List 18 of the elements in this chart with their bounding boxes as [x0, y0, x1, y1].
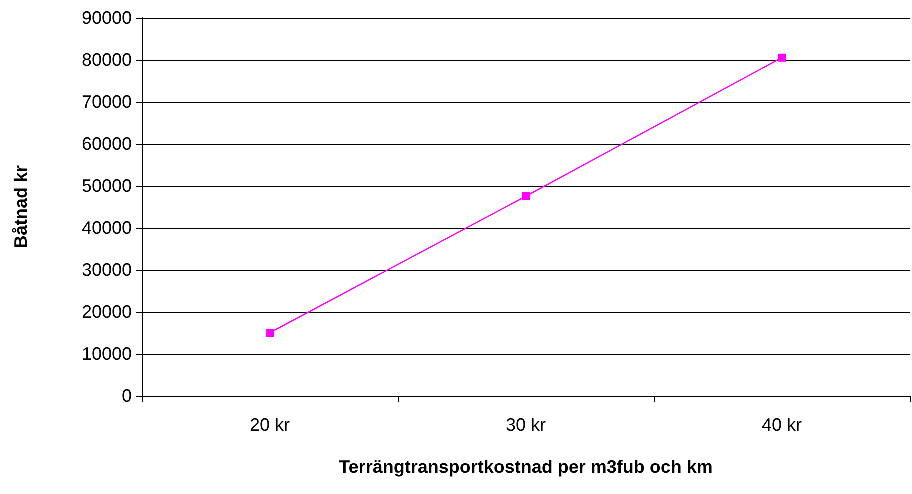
y-tick-label: 50000 — [82, 176, 132, 196]
point — [266, 329, 274, 337]
point — [778, 54, 786, 62]
x-tick-label: 30 kr — [506, 415, 546, 435]
x-tick-label: 20 kr — [250, 415, 290, 435]
point — [522, 192, 530, 200]
y-tick-label: 90000 — [82, 8, 132, 28]
y-axis-title: Båtnad kr — [11, 165, 31, 249]
y-tick-label: 10000 — [82, 344, 132, 364]
y-tick-label: 30000 — [82, 260, 132, 280]
x-tick-label: 40 kr — [762, 415, 802, 435]
x-axis-title: Terrängtransportkostnad per m3fub och km — [339, 457, 713, 477]
y-tick-label: 80000 — [82, 50, 132, 70]
y-tick-label: 70000 — [82, 92, 132, 112]
y-tick-label: 40000 — [82, 218, 132, 238]
y-tick-label: 0 — [122, 386, 132, 406]
y-tick-label: 60000 — [82, 134, 132, 154]
y-tick-label: 20000 — [82, 302, 132, 322]
